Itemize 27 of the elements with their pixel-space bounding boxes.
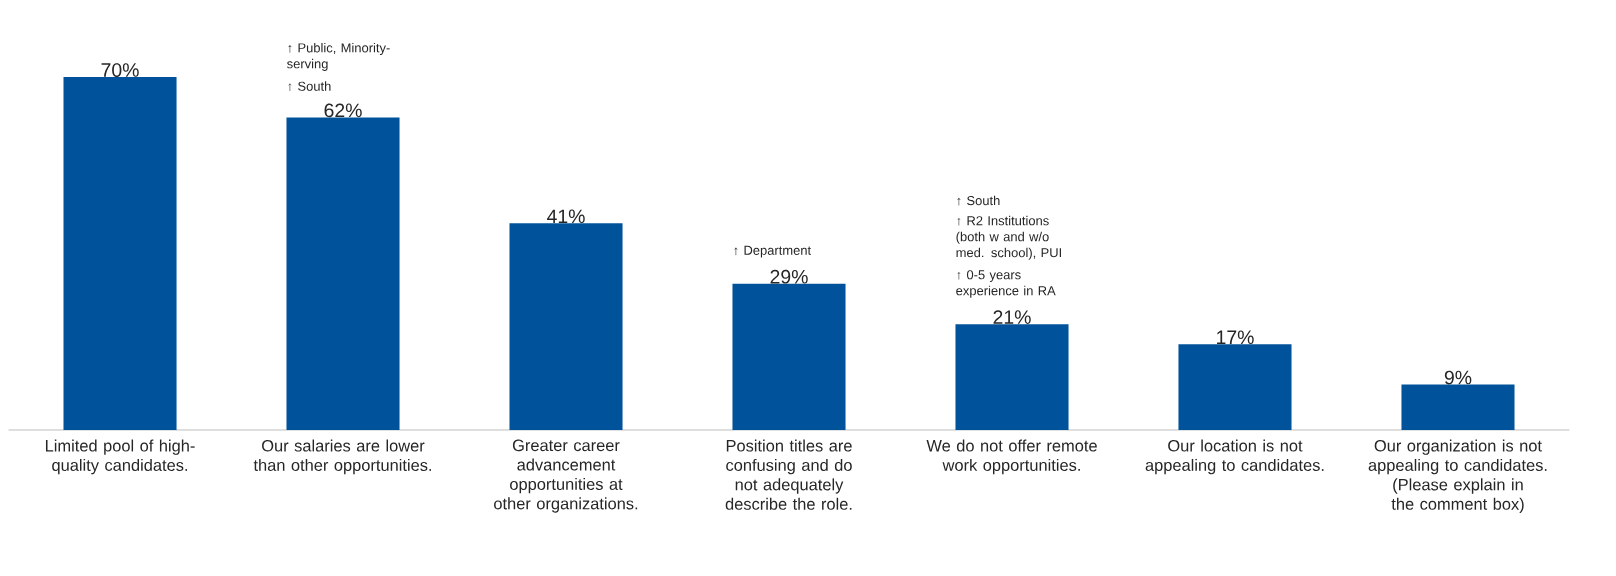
data-label: 62%	[324, 103, 362, 118]
bar	[1401, 384, 1515, 430]
data-label: 9%	[1444, 370, 1472, 385]
annotation: ↑ R2 Institutions (both w and w/o med. school), PUI	[956, 215, 1061, 260]
x-tick-label: We do not offer remote work opportunities.	[926, 439, 1097, 475]
x-tick-label: Position titles are confusing and do not adequately describe the role.	[725, 439, 852, 510]
annotation: ↑ South	[288, 81, 331, 92]
x-tick-label: Our salaries are lower than other opportunities.	[253, 439, 432, 475]
annotation: ↑ 0-5 years experience in RA	[956, 270, 1056, 298]
data-label: 70%	[101, 63, 139, 77]
data-label: 29%	[770, 269, 808, 284]
data-label: 17%	[1217, 330, 1254, 345]
annotation: ↑ Department	[734, 245, 812, 258]
bar	[1178, 344, 1292, 430]
annotation: ↑ South	[957, 195, 1000, 206]
data-label: 21%	[993, 310, 1031, 324]
bar	[286, 117, 400, 430]
x-tick-label: Greater career advancement opportunities at other organizations.	[494, 439, 638, 513]
bar	[955, 324, 1069, 430]
x-tick-label: Limited pool of high-quality candidates.	[45, 439, 195, 475]
x-tick-label: Our organization is not appealing to candidates. (Please explain in the comment box)	[1368, 439, 1547, 514]
bar	[732, 283, 846, 430]
bar	[63, 77, 177, 430]
data-label: 41%	[547, 209, 585, 224]
bar	[509, 223, 623, 430]
x-tick-label: Our location is not appealing to candidates.	[1145, 439, 1324, 475]
text: ↑ Public, Minority-serving	[287, 42, 390, 71]
